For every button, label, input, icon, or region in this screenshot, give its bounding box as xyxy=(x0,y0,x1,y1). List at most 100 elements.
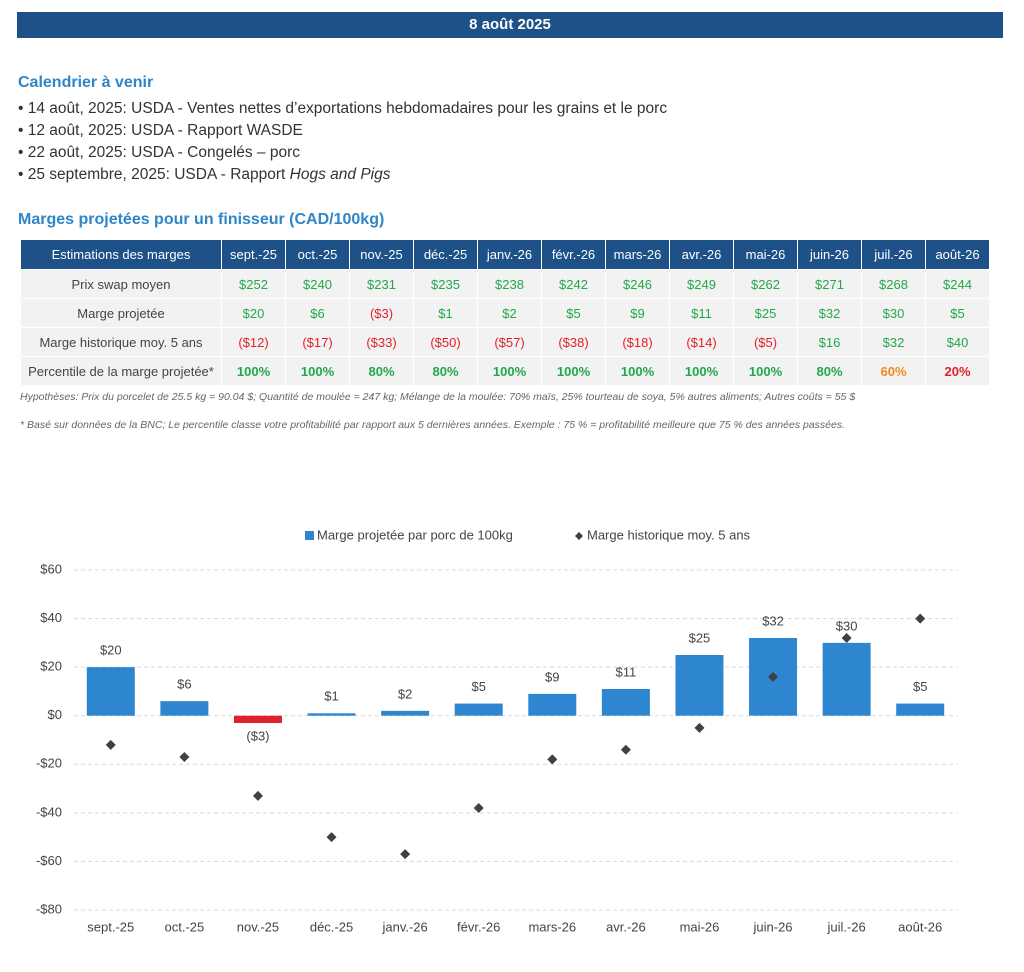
note: * Basé sur données de la BNC; Le percent… xyxy=(20,419,846,431)
diamond-marker xyxy=(473,803,484,813)
table-cell: $25 xyxy=(733,298,798,328)
diamond-marker xyxy=(694,722,705,733)
table-cell: $246 xyxy=(605,269,670,299)
table-cell: 100% xyxy=(733,356,798,386)
data-label: $30 xyxy=(836,618,858,633)
diamond-marker xyxy=(768,671,779,682)
table-cell: $1 xyxy=(413,298,478,328)
legend-swatch xyxy=(305,531,314,540)
table-cell: ($33) xyxy=(349,327,414,357)
y-tick-label: $0 xyxy=(48,707,62,722)
diamond-marker xyxy=(179,752,190,762)
column-header: août-26 xyxy=(925,239,990,270)
data-label: $20 xyxy=(100,643,122,658)
bar xyxy=(160,701,209,716)
bar xyxy=(528,693,577,716)
x-tick-label: déc.-25 xyxy=(310,919,353,934)
table-cell: ($50) xyxy=(413,327,478,357)
table-cell: $20 xyxy=(221,298,286,328)
data-label: $32 xyxy=(762,613,784,628)
column-header: juin-26 xyxy=(797,239,862,270)
legend-swatch xyxy=(575,532,583,540)
x-tick-label: mars-26 xyxy=(528,919,576,934)
table-cell: $9 xyxy=(605,298,670,328)
data-label: $11 xyxy=(616,664,637,679)
y-tick-label: $20 xyxy=(40,659,62,674)
column-header: févr.-26 xyxy=(541,239,606,270)
table-cell: 80% xyxy=(413,356,478,386)
x-tick-label: mai-26 xyxy=(680,919,720,934)
x-tick-label: avr.-26 xyxy=(606,919,646,934)
data-label: $5 xyxy=(913,679,927,694)
date-header: 8 août 2025 xyxy=(17,12,1003,38)
table-cell: 100% xyxy=(221,356,286,386)
bar xyxy=(896,703,945,716)
y-tick-label: -$20 xyxy=(36,756,62,771)
calendar-item: 25 septembre, 2025: USDA - Rapport Hogs … xyxy=(18,164,667,186)
diamond-marker xyxy=(105,739,116,750)
diamond-marker xyxy=(400,849,411,860)
x-tick-label: août-26 xyxy=(898,919,942,934)
bar xyxy=(675,655,724,716)
table-cell: 20% xyxy=(925,356,990,386)
data-label: $25 xyxy=(689,630,711,645)
x-tick-label: juin-26 xyxy=(753,919,793,934)
column-header: mars-26 xyxy=(605,239,670,270)
table-cell: 100% xyxy=(541,356,606,386)
calendar-text: 12 août, 2025: USDA - Rapport WASDE xyxy=(27,122,303,139)
calendar-list: 14 août, 2025: USDA - Ventes nettes d’ex… xyxy=(18,98,667,186)
table-cell: 100% xyxy=(285,356,350,386)
table-cell: $252 xyxy=(221,269,286,299)
table-cell: 80% xyxy=(797,356,862,386)
table-row: Percentile de la marge projetée* 100% 100%… xyxy=(20,356,990,386)
x-tick-label: nov.-25 xyxy=(237,919,279,934)
bar xyxy=(233,715,282,723)
calendar-title: Calendrier à venir xyxy=(18,74,154,91)
column-header: janv.-26 xyxy=(477,239,542,270)
table-cell: ($57) xyxy=(477,327,542,357)
diamond-marker xyxy=(252,790,263,801)
column-header: Estimations des marges xyxy=(20,239,222,270)
table-cell: 80% xyxy=(349,356,414,386)
y-tick-label: $40 xyxy=(40,610,62,625)
bar xyxy=(601,689,650,716)
table-cell: $5 xyxy=(925,298,990,328)
x-tick-label: oct.-25 xyxy=(165,919,205,934)
data-label: ($3) xyxy=(246,728,269,743)
x-tick-label: févr.-26 xyxy=(457,919,500,934)
calendar-italic: Hogs and Pigs xyxy=(289,166,391,183)
bar xyxy=(381,710,430,716)
margin-table: Estimations des marges sept.-25 oct.-25 nov… xyxy=(20,239,990,386)
table-cell: $5 xyxy=(541,298,606,328)
table-cell: $11 xyxy=(669,298,734,328)
diamond-marker xyxy=(547,754,558,765)
diamond-marker xyxy=(326,832,337,843)
diamond-marker xyxy=(841,633,852,643)
table-cell: $32 xyxy=(797,298,862,328)
bar xyxy=(454,703,503,716)
table-row: Marge historique moy. 5 ans ($12) ($17) ($3… xyxy=(20,327,990,357)
data-label: $6 xyxy=(177,677,191,692)
table-row: Prix swap moyen $252 $240 $231 $235 $238 $242 $… xyxy=(20,269,990,299)
y-tick-label: -$40 xyxy=(36,804,62,819)
note: Hypothèses: Prix du porcelet de 25.5 kg … xyxy=(20,391,856,403)
table-cell: $235 xyxy=(413,269,478,299)
data-label: $9 xyxy=(545,669,559,684)
table-cell: $244 xyxy=(925,269,990,299)
table-cell: 100% xyxy=(605,356,670,386)
calendar-text: 25 septembre, 2025: USDA - Rapport xyxy=(27,166,290,183)
table-cell: $268 xyxy=(861,269,926,299)
table-cell: $32 xyxy=(861,327,926,357)
column-header: mai-26 xyxy=(733,239,798,270)
row-label: Prix swap moyen xyxy=(20,269,222,299)
calendar-item: 14 août, 2025: USDA - Ventes nettes d’ex… xyxy=(18,98,667,120)
table-cell: 60% xyxy=(861,356,926,386)
table-cell: 100% xyxy=(669,356,734,386)
table-cell: $242 xyxy=(541,269,606,299)
x-tick-label: juil.-26 xyxy=(826,919,865,934)
data-label: $2 xyxy=(398,686,412,701)
calendar-text: 22 août, 2025: USDA - Congelés – porc xyxy=(27,144,301,161)
table-row: Marge projetée $20 $6 ($3) $1 $2 $5 $9 $11 $25 $32… xyxy=(20,298,990,328)
legend-label: Marge projetée par porc de 100kg xyxy=(317,527,513,542)
table-cell: $231 xyxy=(349,269,414,299)
